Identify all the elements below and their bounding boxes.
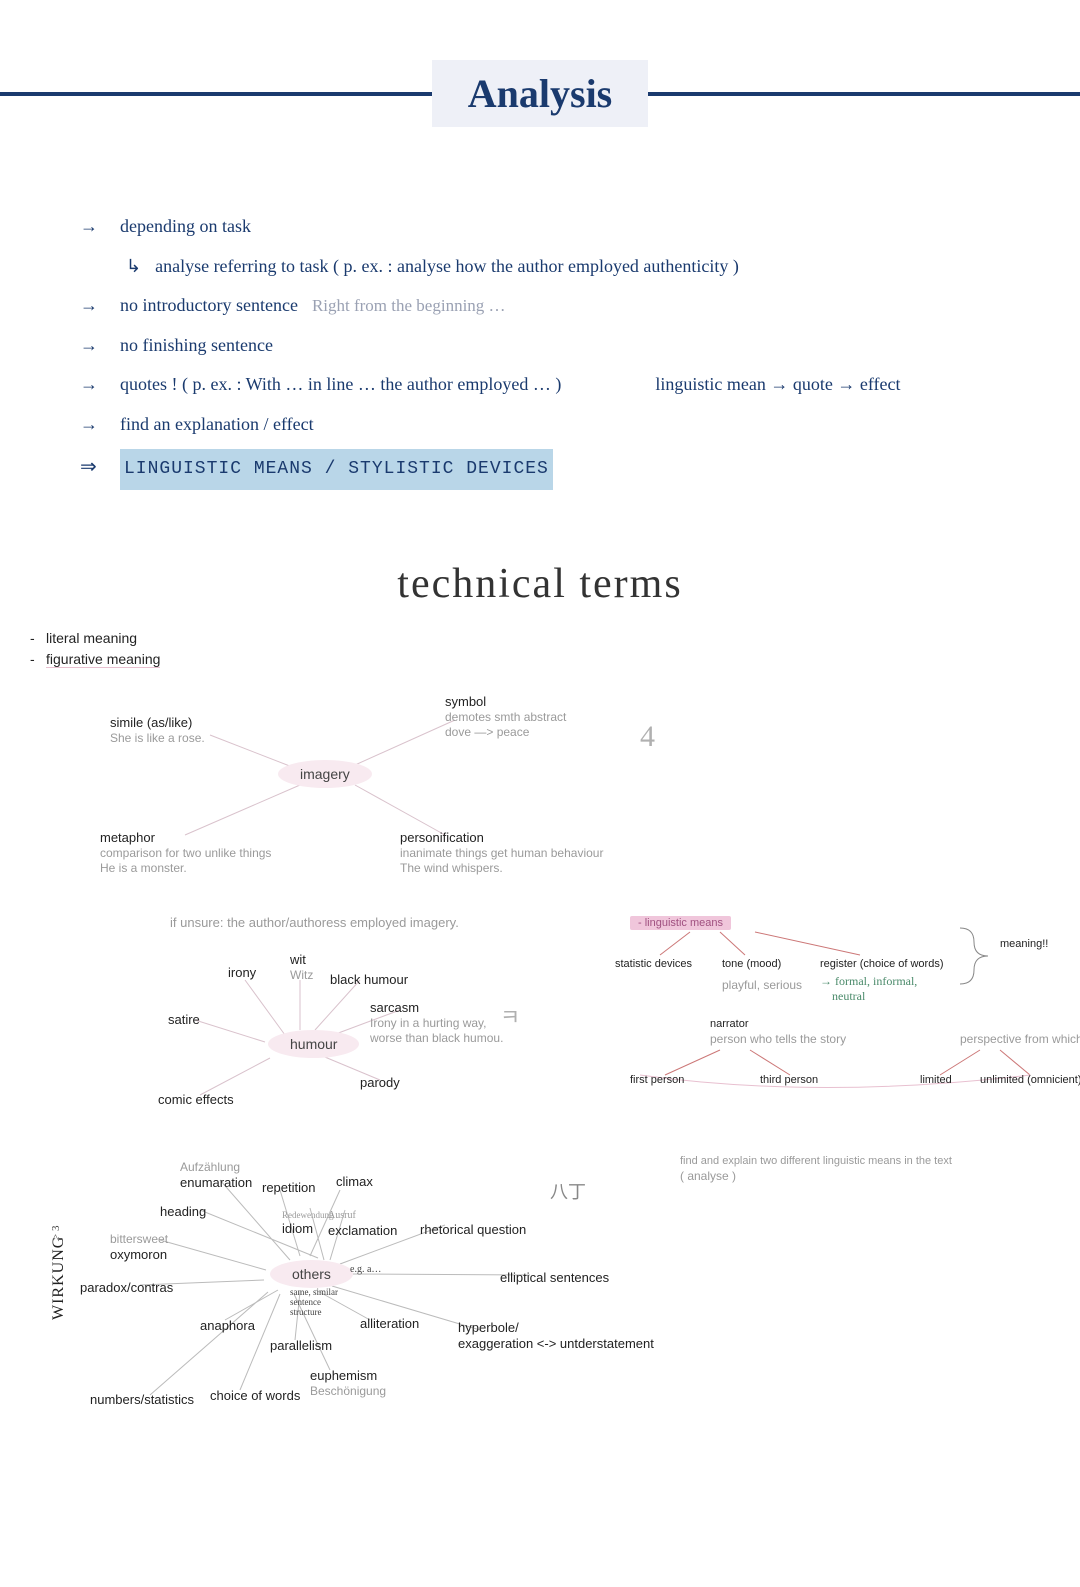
lbl-paradox: paradox/contras [80,1280,173,1296]
note-l1: depending on task [120,207,251,247]
lbl-exclamation: Ausrufexclamation [328,1210,397,1239]
lbl-simile: simile (as/like)She is like a rose. [110,715,205,746]
lbl-wirkung: WIRKUNG [50,1236,68,1320]
note-l1b: analyse referring to task ( p. ex. : ana… [155,247,739,287]
lbl-heading: heading [160,1204,206,1220]
lbl-elliptical: elliptical sentences [500,1270,609,1286]
lbl-anaphora: anaphora [200,1318,255,1334]
lbl-hyperbole: hyperbole/exaggeration <-> untderstateme… [458,1320,654,1353]
lbl-register-sub: → formal, informal, neutral [820,974,917,1004]
lbl-wit: witWitz [290,952,313,983]
lbl-rhetorical: rhetorical question [420,1222,526,1238]
note-l3: no finishing sentence [120,326,273,366]
note-l2a: no introductory sentence [120,286,298,326]
lbl-comic: comic effects [158,1092,234,1108]
lbl-task: find and explain two different linguisti… [680,1155,952,1184]
lbl-metaphor: metaphorcomparison for two unlike things… [100,830,310,876]
lbl-personification: personificationinanimate things get huma… [400,830,640,876]
note-l5: find an explanation / effect [120,405,314,445]
pill-linguistic-means: - linguistic means [630,916,731,930]
lbl-unsure: if unsure: the author/authoress employed… [170,915,459,931]
lbl-enumeration: Aufzählungenumaration [180,1160,252,1191]
lbl-satire: satire [168,1012,200,1028]
figurative-meaning: figurative meaning [46,651,160,668]
lbl-unlimited: unlimited (omnicient) [980,1074,1080,1088]
literal-meaning: literal meaning [46,630,137,646]
lbl-narrator: narratorperson who tells the story [710,1018,846,1047]
node-imagery: imagery [278,760,372,788]
lbl-parallelism: parallelism [270,1338,332,1354]
lbl-parody: parody [360,1075,400,1091]
lbl-pov: point of viewperspective from which the … [960,1018,1080,1047]
notes-block: →depending on task ↳analyse referring to… [80,207,1020,490]
lbl-idiom: Redewendungidiom [282,1210,334,1238]
lbl-wirkung-sub: > 3 [50,1226,64,1240]
lbl-meaning: meaning!! [1000,938,1048,952]
lbl-limited: limited [920,1074,952,1088]
lbl-repetition: repetition [262,1180,315,1196]
lbl-third-person: third person [760,1074,818,1088]
lbl-oxymoron: bittersweetoxymoron [110,1232,168,1263]
lbl-euphemism: euphemismBeschönigung [310,1368,386,1399]
lbl-irony: irony [228,965,256,981]
lbl-register: register (choice of words) [820,958,944,972]
lbl-blackhumour: black humour [330,972,408,988]
title-row: Analysis [0,60,1080,127]
lbl-first-person: first person [630,1074,684,1088]
mindmap: imagery simile (as/like)She is like a ro… [0,680,1080,1440]
lbl-tone: tone (mood)playful, serious [722,958,802,993]
lbl-symbol: symboldemotes smth abstractdove —> peace [445,694,566,740]
lbl-climax: climax [336,1174,373,1190]
lbl-numbers: numbers/statistics [90,1392,194,1408]
note-l6: LINGUISTIC MEANS / STYLISTIC DEVICES [120,449,553,491]
rule-right [648,92,1080,96]
technical-terms-heading: technical terms [0,560,1080,608]
lbl-alliteration: alliteration [360,1316,419,1332]
mark-hachi: 八丁 [550,1178,586,1204]
mark-4a: 4 [640,720,655,754]
node-others: others [270,1260,353,1288]
lbl-eg: e.g. a… [350,1264,381,1277]
mark-4b: ㅋ [500,1000,520,1032]
lbl-choice-of-words: choice of words [210,1388,300,1404]
page-title: Analysis [432,60,649,127]
lbl-stat-devices: statistic devices [615,958,692,972]
meanings-list: -literal meaning -figurative meaning [30,628,1080,670]
note-l2b: Right from the beginning … [312,287,506,324]
lbl-parallel-sub: same, similar sentence structure [290,1288,338,1318]
note-l4b: linguistic mean → quote → effect [655,365,900,405]
rule-left [0,92,432,96]
note-l4a: quotes ! ( p. ex. : With … in line … the… [120,365,561,405]
